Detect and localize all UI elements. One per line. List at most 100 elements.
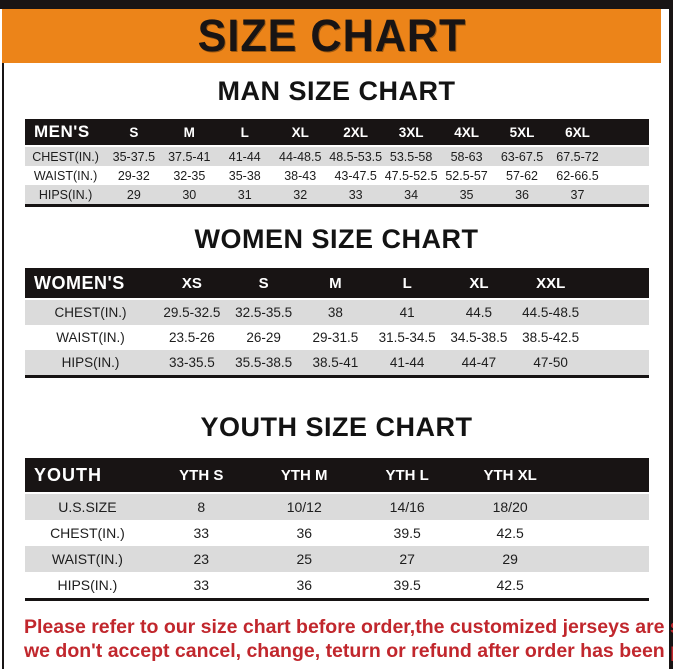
size-value-cell: 10/12 — [252, 494, 356, 520]
right-border-bar — [669, 0, 673, 669]
disclaimer-line-2: we don't accept cancel, change, teturn o… — [24, 640, 673, 662]
column-header: YTH XL — [458, 458, 562, 494]
table-row: CHEST(IN.) 33 36 39.5 42.5 — [25, 520, 649, 546]
column-header: XL — [443, 268, 515, 300]
row-spacer — [587, 325, 649, 350]
size-value-cell: 62-66.5 — [556, 168, 599, 183]
men-section-heading: MAN SIZE CHART — [217, 76, 456, 106]
disclaimer-line-1: Please refer to our size chart before or… — [24, 616, 673, 638]
size-value-cell: 37.5-41 — [161, 147, 218, 166]
row-label: CHEST(IN.) — [25, 147, 107, 166]
size-value-cell: 33 — [327, 185, 384, 204]
table-corner-label: MEN'S — [25, 119, 107, 147]
header-spacer — [586, 268, 649, 300]
column-header: 4XL — [438, 119, 495, 147]
table-row: HIPS(IN.) 33-35.5 35.5-38.5 38.5-41 41-44 44-… — [25, 350, 649, 375]
size-value-cell: 33 — [193, 577, 210, 593]
header-spacer — [561, 458, 649, 494]
size-value-cell: 29 — [458, 546, 562, 572]
table-row: WAIST(IN.) 23.5-26 26-29 29-31.5 31.5-34.5 34… — [25, 325, 649, 350]
title-banner: SIZE CHART — [2, 9, 661, 63]
row-label: WAIST(IN.) — [33, 168, 98, 183]
size-value-cell: 32 — [272, 185, 328, 204]
row-label: HIPS(IN.) — [57, 577, 118, 593]
column-header: L — [217, 119, 273, 147]
youth-section-heading: YOUTH SIZE CHART — [200, 412, 473, 442]
size-value-cell: 38-43 — [284, 168, 317, 183]
column-header: 3XL — [383, 119, 439, 147]
table-row: HIPS(IN.) 29 30 31 32 33 34 35 36 37 — [25, 185, 649, 204]
table-row: HIPS(IN.) 33 36 39.5 42.5 — [25, 572, 649, 598]
size-value-cell: 38.5-42.5 — [522, 330, 580, 345]
size-value-cell: 34 — [383, 185, 439, 204]
size-value-cell: 53.5-58 — [383, 147, 439, 166]
column-header: XXL — [514, 268, 587, 300]
table-corner-label: YOUTH — [25, 458, 150, 494]
size-value-cell: 29-32 — [117, 168, 150, 183]
size-value-cell: 42.5 — [496, 577, 524, 593]
size-value-cell: 14/16 — [355, 494, 459, 520]
size-value-cell: 42.5 — [496, 525, 524, 541]
top-border-bar — [0, 0, 673, 9]
size-value-cell: 29.5-32.5 — [156, 300, 228, 325]
table-row: CHEST(IN.) 29.5-32.5 32.5-35.5 38 41 44.5 44.5… — [25, 300, 649, 325]
size-value-cell: 63-67.5 — [494, 147, 550, 166]
size-value-cell: 47-50 — [514, 350, 587, 375]
size-value-cell: 36 — [494, 185, 550, 204]
size-value-cell: 44.5-48.5 — [514, 300, 587, 325]
size-value-cell: 36 — [296, 577, 313, 593]
size-value-cell: 29 — [106, 185, 162, 204]
column-header: L — [371, 268, 444, 300]
row-spacer — [562, 572, 649, 598]
column-header: S — [227, 268, 300, 300]
size-value-cell: 8 — [149, 494, 253, 520]
table-row: WAIST(IN.) 29-32 32-35 35-38 38-43 43-47.5 47.… — [25, 166, 649, 185]
size-value-cell: 57-62 — [506, 168, 539, 183]
row-spacer — [561, 546, 649, 572]
size-value-cell: 35-37.5 — [106, 147, 162, 166]
size-value-cell: 38 — [299, 300, 372, 325]
row-label: WAIST(IN.) — [25, 546, 150, 572]
size-value-cell: 33 — [193, 525, 210, 541]
size-value-cell: 35.5-38.5 — [227, 350, 300, 375]
column-header: YTH M — [252, 458, 356, 494]
row-spacer — [605, 166, 649, 185]
row-spacer — [586, 300, 649, 325]
size-value-cell: 41 — [371, 300, 444, 325]
column-header: XL — [272, 119, 328, 147]
row-label: HIPS(IN.) — [25, 185, 107, 204]
size-value-cell: 26-29 — [246, 330, 281, 345]
size-value-cell: 58-63 — [438, 147, 495, 166]
size-value-cell: 32-35 — [173, 168, 206, 183]
column-header: 2XL — [327, 119, 384, 147]
row-spacer — [561, 494, 649, 520]
size-value-cell: 39.5 — [393, 525, 421, 541]
size-value-cell: 41-44 — [371, 350, 444, 375]
size-value-cell: 48.5-53.5 — [327, 147, 384, 166]
size-value-cell: 33-35.5 — [156, 350, 228, 375]
size-value-cell: 29-31.5 — [312, 330, 359, 345]
row-spacer — [562, 520, 649, 546]
size-value-cell: 44-47 — [443, 350, 515, 375]
size-value-cell: 32.5-35.5 — [227, 300, 300, 325]
women-section-heading: WOMEN SIZE CHART — [194, 224, 479, 254]
row-spacer — [605, 147, 649, 166]
row-spacer — [605, 185, 649, 204]
women-size-table: WOMEN'S XS S M L XL XXL CHEST(IN.) 29.5-32.5 32.5… — [25, 268, 649, 378]
page-title: SIZE CHART — [197, 10, 466, 61]
disclaimer-text: Please refer to our size chart before or… — [24, 615, 673, 663]
size-value-cell: 34.5-38.5 — [450, 330, 508, 345]
youth-size-table: YOUTH YTH S YTH M YTH L YTH XL U.S.SIZE 8 10/12… — [25, 458, 649, 601]
size-value-cell: 44-48.5 — [272, 147, 328, 166]
size-value-cell: 31.5-34.5 — [378, 330, 436, 345]
men-size-table: MEN'S S M L XL 2XL 3XL 4XL 5XL 6XL CHEST(IN.) 35-37… — [25, 119, 649, 207]
column-header: 5XL — [494, 119, 550, 147]
row-spacer — [586, 350, 649, 375]
size-value-cell: 43-47.5 — [334, 168, 377, 183]
size-value-cell: 27 — [355, 546, 459, 572]
row-label: WAIST(IN.) — [56, 330, 125, 345]
size-value-cell: 52.5-57 — [445, 168, 488, 183]
table-row: U.S.SIZE 8 10/12 14/16 18/20 — [25, 494, 649, 520]
column-header: 6XL — [549, 119, 606, 147]
